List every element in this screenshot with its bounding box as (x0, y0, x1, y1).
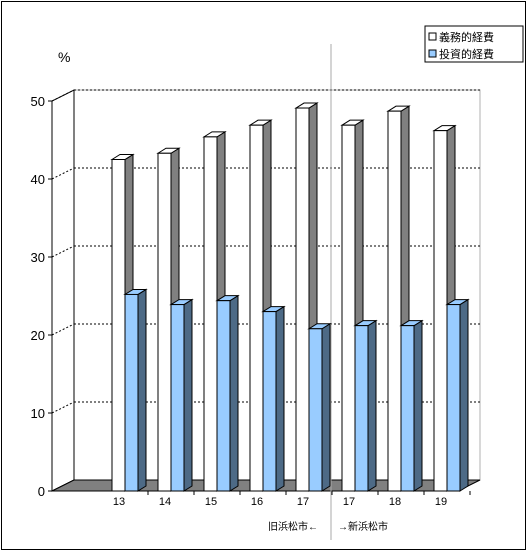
bar-mandatory-7-front (433, 130, 448, 492)
bar-investment-2-front (216, 300, 231, 492)
bar-investment-2-side (229, 294, 239, 492)
x-tick-label-7: 19 (435, 496, 447, 508)
x-tick-label-5: 17 (343, 496, 355, 508)
bar-investment-3-side (275, 305, 285, 492)
y-axis-unit-label: % (58, 49, 70, 65)
plot-left-wall (51, 89, 75, 492)
bar-mandatory-4-front (295, 107, 310, 492)
bar-investment-2 (215, 294, 240, 492)
bar-investment-5-front (354, 325, 369, 492)
bar-investment-1-side (183, 298, 193, 492)
bar-mandatory-1-front (157, 152, 172, 492)
legend-box (424, 25, 524, 63)
bar-investment-4-side (321, 322, 331, 492)
bar-investment-4-front (308, 328, 323, 492)
bar-mandatory-2-front (203, 136, 218, 492)
bar-mandatory-6-front (387, 110, 402, 492)
bar-investment-1-front (170, 304, 185, 492)
y-tick-label-0: 0 (38, 484, 45, 499)
bar-investment-5 (353, 319, 378, 492)
x-tick-label-0: 13 (113, 496, 125, 508)
legend-swatch-0 (428, 32, 437, 41)
legend-label-1: 投資的経費 (439, 47, 494, 61)
bar-investment-3-front (262, 311, 277, 492)
bar-investment-0-side (137, 288, 147, 492)
bar-mandatory-0-front (111, 159, 126, 492)
x-tick-label-3: 16 (251, 496, 263, 508)
bar-investment-0-front (124, 293, 139, 492)
x-tick-label-1: 14 (159, 496, 171, 508)
gridline-left-20 (51, 323, 75, 336)
legend-label-0: 義務的経費 (439, 30, 494, 44)
bar-investment-7-front (446, 304, 461, 492)
x-tick-label-4: 17 (297, 496, 309, 508)
new-city-annotation: →新浜松市 (338, 520, 388, 533)
bar-investment-1 (169, 298, 194, 492)
bar-investment-0 (123, 288, 148, 492)
x-tick-label-6: 18 (389, 496, 401, 508)
gridline-left-10 (51, 401, 75, 414)
y-tick-label-50: 50 (31, 94, 45, 109)
y-tick-label-20: 20 (31, 328, 45, 343)
gridline-left-50 (51, 89, 75, 102)
bar-investment-7 (445, 298, 470, 492)
legend-swatch-1 (428, 49, 437, 58)
y-tick-label-10: 10 (31, 406, 45, 421)
bar-mandatory-3-front (249, 124, 264, 492)
bar-investment-6-side (413, 319, 423, 492)
gridline-left-30 (51, 245, 75, 258)
bar-mandatory-5-front (341, 124, 356, 492)
bar-investment-3 (261, 305, 286, 492)
bar-investment-7-side (459, 298, 469, 492)
y-tick-label-40: 40 (31, 172, 45, 187)
gridline-left-40 (51, 167, 75, 180)
old-city-annotation: 旧浜松市← (268, 520, 318, 533)
bar-investment-4 (307, 322, 332, 492)
bar-investment-6-front (400, 325, 415, 492)
bar-investment-6 (399, 319, 424, 492)
bar-investment-5-side (367, 319, 377, 492)
x-tick-label-2: 15 (205, 496, 217, 508)
y-tick-label-30: 30 (31, 250, 45, 265)
